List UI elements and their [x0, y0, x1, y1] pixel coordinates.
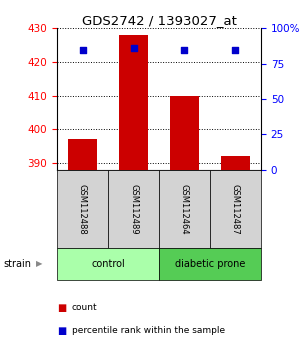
Text: ■: ■: [57, 303, 66, 313]
FancyBboxPatch shape: [57, 248, 159, 280]
Text: GSM112489: GSM112489: [129, 184, 138, 234]
Text: ▶: ▶: [36, 259, 43, 268]
FancyBboxPatch shape: [108, 170, 159, 248]
Text: strain: strain: [3, 259, 31, 269]
Point: [182, 47, 187, 52]
FancyBboxPatch shape: [210, 170, 261, 248]
Point: [131, 45, 136, 51]
Point: [233, 47, 238, 52]
Text: percentile rank within the sample: percentile rank within the sample: [72, 326, 225, 336]
Bar: [68, 139, 97, 170]
Text: ■: ■: [57, 326, 66, 336]
Point: [80, 47, 85, 52]
FancyBboxPatch shape: [159, 248, 261, 280]
Bar: [221, 156, 250, 170]
FancyBboxPatch shape: [159, 170, 210, 248]
Text: control: control: [91, 259, 125, 269]
Text: GSM112487: GSM112487: [231, 184, 240, 234]
Text: GSM112488: GSM112488: [78, 184, 87, 234]
Text: GSM112464: GSM112464: [180, 184, 189, 234]
Title: GDS2742 / 1393027_at: GDS2742 / 1393027_at: [82, 14, 236, 27]
Text: diabetic prone: diabetic prone: [175, 259, 245, 269]
Bar: [119, 35, 148, 170]
FancyBboxPatch shape: [57, 170, 108, 248]
Text: count: count: [72, 303, 98, 313]
Bar: [170, 96, 199, 170]
